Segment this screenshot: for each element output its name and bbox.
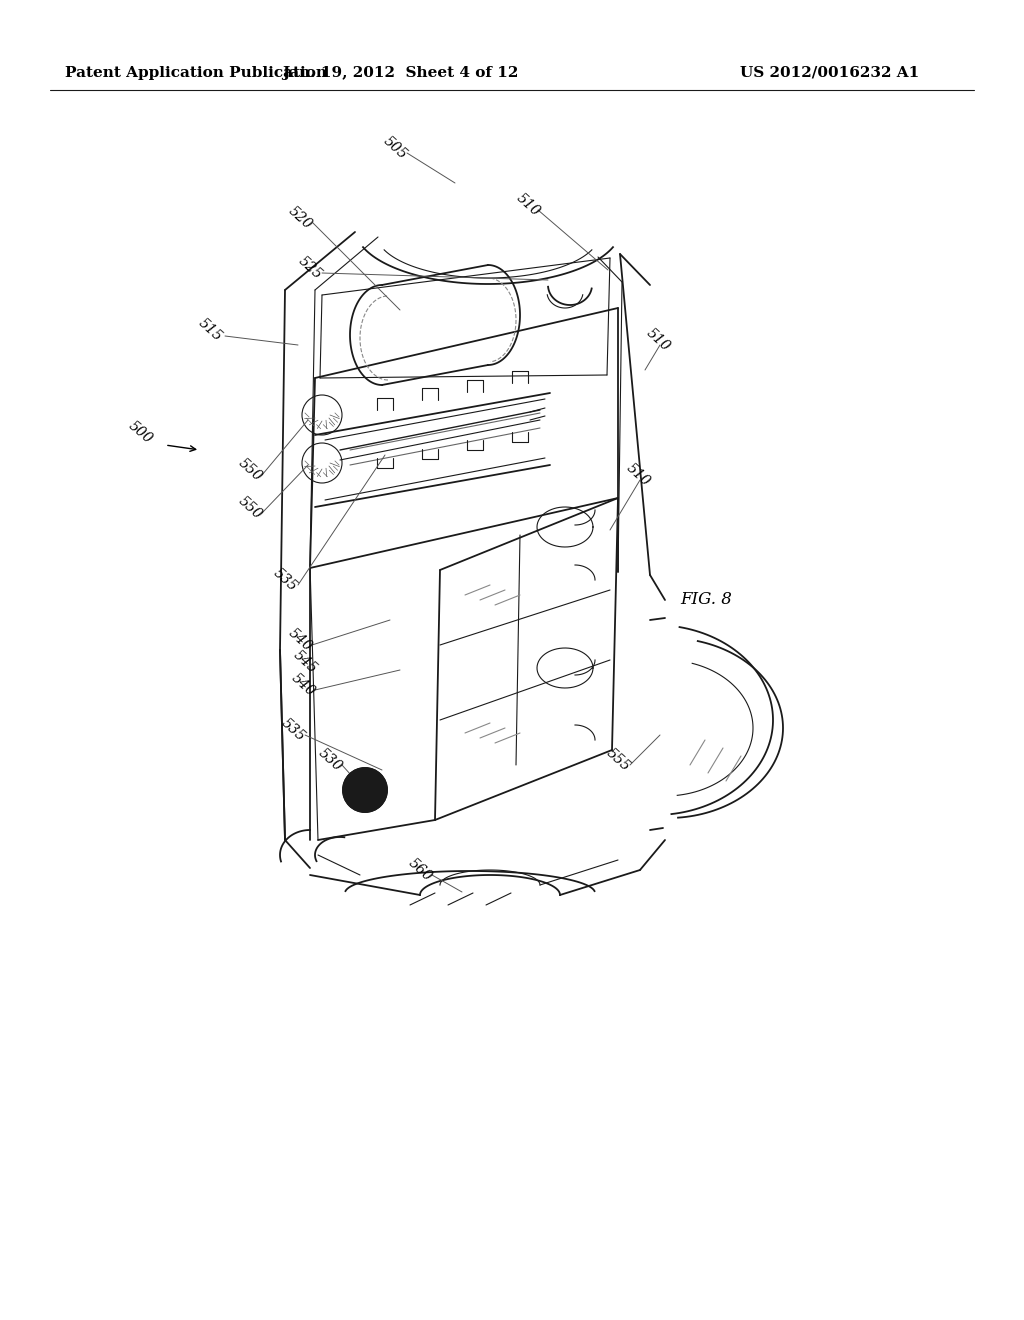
Text: 515: 515 [196, 315, 224, 345]
Text: 555: 555 [603, 746, 633, 774]
Text: 505: 505 [381, 133, 410, 162]
Text: 550: 550 [236, 455, 264, 484]
Text: US 2012/0016232 A1: US 2012/0016232 A1 [740, 66, 920, 81]
Text: 535: 535 [279, 715, 307, 744]
Text: 520: 520 [286, 203, 314, 232]
Text: 525: 525 [295, 253, 325, 282]
Text: 540: 540 [286, 626, 314, 655]
Text: Jan. 19, 2012  Sheet 4 of 12: Jan. 19, 2012 Sheet 4 of 12 [282, 66, 518, 81]
Text: 550: 550 [236, 494, 264, 523]
Text: Patent Application Publication: Patent Application Publication [65, 66, 327, 81]
Text: 500: 500 [125, 418, 155, 446]
Text: 535: 535 [270, 566, 300, 594]
Text: 510: 510 [513, 191, 543, 219]
Text: 545: 545 [291, 648, 319, 676]
Text: FIG. 8: FIG. 8 [680, 591, 732, 609]
Text: 510: 510 [643, 326, 673, 354]
Text: 510: 510 [624, 461, 652, 490]
Text: 560: 560 [406, 855, 434, 884]
Circle shape [343, 768, 387, 812]
Text: 540: 540 [289, 671, 317, 700]
Text: 530: 530 [315, 746, 345, 774]
